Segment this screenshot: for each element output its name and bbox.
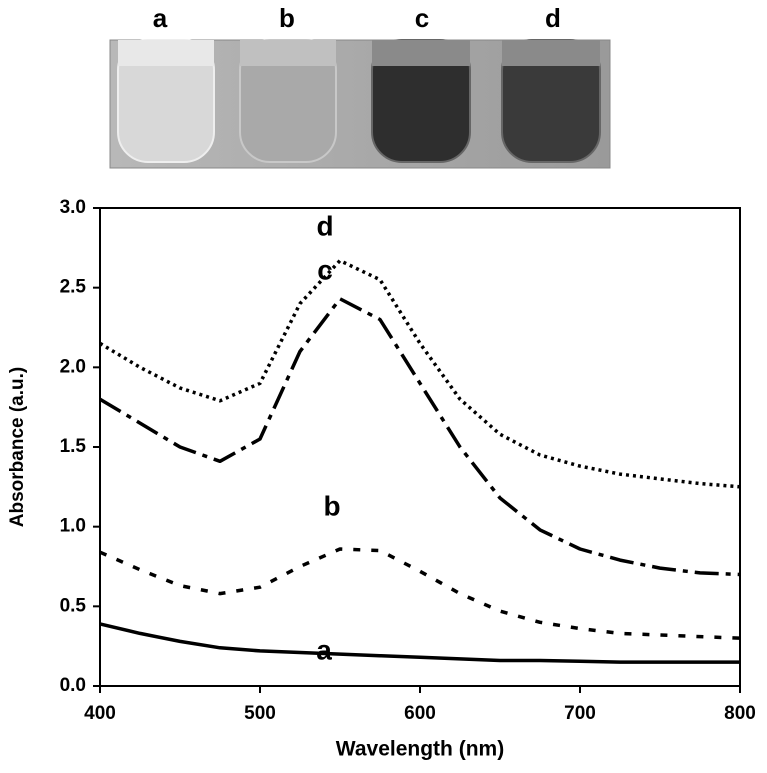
x-tick-label: 700 <box>564 703 596 724</box>
y-tick-label: 2.5 <box>60 277 87 298</box>
series-label: a <box>316 634 332 665</box>
series-line <box>99 547 741 640</box>
x-tick-label: 400 <box>84 703 116 724</box>
x-tick-label: 600 <box>404 703 436 724</box>
photo-label: a <box>153 3 168 33</box>
y-tick-label: 1.0 <box>60 516 86 537</box>
y-tick-label: 3.0 <box>60 197 86 218</box>
series-label: c <box>317 254 333 285</box>
photo-label: b <box>279 3 295 33</box>
series-label: d <box>316 210 333 241</box>
photo-label: d <box>545 3 561 33</box>
x-axis-label: Wavelength (nm) <box>336 738 504 761</box>
x-tick-label: 500 <box>244 703 276 724</box>
y-tick-label: 2.0 <box>60 356 86 377</box>
series-line <box>99 297 741 577</box>
series-line <box>99 622 740 664</box>
x-tick-label: 800 <box>724 703 756 724</box>
y-axis-label: Absorbance (a.u.) <box>7 367 28 527</box>
series-label: b <box>323 490 340 521</box>
y-tick-label: 1.5 <box>60 436 87 457</box>
y-tick-label: 0.0 <box>60 675 86 696</box>
series-line <box>99 258 741 489</box>
photo-label: c <box>415 3 429 33</box>
plot-frame <box>99 207 741 687</box>
y-tick-label: 0.5 <box>60 595 87 616</box>
photo <box>109 39 611 169</box>
